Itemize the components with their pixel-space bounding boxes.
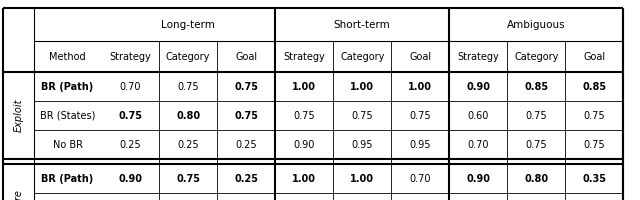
Text: 0.75: 0.75 <box>584 111 605 121</box>
Text: 0.90: 0.90 <box>294 140 315 150</box>
Text: 0.25: 0.25 <box>177 140 199 150</box>
Text: Strategy: Strategy <box>109 52 151 62</box>
Text: 1.00: 1.00 <box>292 174 316 184</box>
Text: BR (States): BR (States) <box>40 111 95 121</box>
Text: Category: Category <box>340 52 385 62</box>
Text: Method: Method <box>49 52 86 62</box>
Text: 0.75: 0.75 <box>176 174 200 184</box>
Text: Explore: Explore <box>13 189 24 200</box>
Text: 0.85: 0.85 <box>524 82 548 92</box>
Text: 0.80: 0.80 <box>524 174 548 184</box>
Text: 1.00: 1.00 <box>350 82 374 92</box>
Text: 0.70: 0.70 <box>410 174 431 184</box>
Text: Exploit: Exploit <box>13 99 24 132</box>
Text: 0.75: 0.75 <box>118 111 142 121</box>
Text: Category: Category <box>514 52 559 62</box>
Text: 0.75: 0.75 <box>525 140 547 150</box>
Text: 0.95: 0.95 <box>351 140 373 150</box>
Text: 0.90: 0.90 <box>118 174 142 184</box>
Text: 0.25: 0.25 <box>234 174 258 184</box>
Text: Short-term: Short-term <box>334 20 390 29</box>
Text: 0.80: 0.80 <box>176 111 200 121</box>
Text: 1.00: 1.00 <box>292 82 316 92</box>
Text: Strategy: Strategy <box>458 52 499 62</box>
Text: 1.00: 1.00 <box>350 174 374 184</box>
Text: 0.60: 0.60 <box>468 111 489 121</box>
Text: 0.75: 0.75 <box>293 111 315 121</box>
Text: 0.90: 0.90 <box>467 82 490 92</box>
Text: 0.25: 0.25 <box>119 140 141 150</box>
Text: Category: Category <box>166 52 211 62</box>
Text: Goal: Goal <box>409 52 431 62</box>
Text: Strategy: Strategy <box>284 52 325 62</box>
Text: Goal: Goal <box>235 52 257 62</box>
Text: 0.35: 0.35 <box>582 174 606 184</box>
Text: BR (Path): BR (Path) <box>42 82 93 92</box>
Text: 0.75: 0.75 <box>177 82 199 92</box>
Text: 0.75: 0.75 <box>525 111 547 121</box>
Text: 0.70: 0.70 <box>468 140 489 150</box>
Text: No BR: No BR <box>52 140 83 150</box>
Text: 0.70: 0.70 <box>120 82 141 92</box>
Text: 0.85: 0.85 <box>582 82 607 92</box>
Text: 0.75: 0.75 <box>351 111 373 121</box>
Text: 0.75: 0.75 <box>410 111 431 121</box>
Text: Goal: Goal <box>583 52 605 62</box>
Text: 0.75: 0.75 <box>584 140 605 150</box>
Text: 0.95: 0.95 <box>410 140 431 150</box>
Text: 0.90: 0.90 <box>467 174 490 184</box>
Text: 1.00: 1.00 <box>408 82 432 92</box>
Text: 0.75: 0.75 <box>234 82 258 92</box>
Text: Long-term: Long-term <box>161 20 215 29</box>
Text: Ambiguous: Ambiguous <box>507 20 566 29</box>
Text: BR (Path): BR (Path) <box>42 174 93 184</box>
Text: 0.25: 0.25 <box>236 140 257 150</box>
Text: 0.75: 0.75 <box>234 111 258 121</box>
